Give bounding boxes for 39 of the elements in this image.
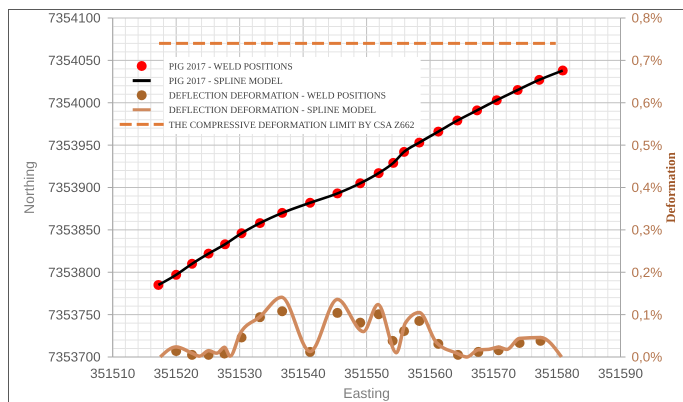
x-tick-label: 351580 bbox=[534, 366, 580, 381]
y2-tick-label: 0,5% bbox=[632, 138, 662, 153]
y-tick-label: 7353950 bbox=[48, 138, 101, 153]
y2-tick-label: 0,4% bbox=[632, 180, 662, 196]
y-tick-label: 7354000 bbox=[48, 95, 101, 110]
y-axis-title: Northing bbox=[21, 161, 37, 214]
y2-tick-label: 0,2% bbox=[632, 264, 662, 280]
x-tick-label: 351590 bbox=[598, 366, 644, 381]
point bbox=[332, 308, 342, 318]
x-tick-label: 351560 bbox=[408, 366, 453, 381]
y2-tick-label: 0,7% bbox=[632, 53, 662, 68]
line-series bbox=[158, 296, 564, 359]
x-tick-label: 351540 bbox=[280, 366, 326, 381]
legend-label: DEFLECTION DEFORMATION - SPLINE MODEL bbox=[168, 105, 376, 116]
x-tick-label: 351510 bbox=[90, 366, 136, 381]
y-tick-label: 7353750 bbox=[48, 307, 101, 322]
y-tick-label: 7354100 bbox=[48, 10, 101, 26]
x-tick-label: 351570 bbox=[471, 366, 516, 381]
x-axis-title: Easting bbox=[343, 385, 390, 401]
y2-axis-title: Deformation bbox=[663, 151, 678, 223]
y-tick-label: 7354050 bbox=[48, 53, 101, 68]
x-tick-label: 351530 bbox=[217, 366, 262, 381]
legend-label: THE COMPRESSIVE DEFORMATION LIMIT BY CSA Z662 bbox=[168, 120, 415, 131]
legend-label: PIG 2017 - SPLINE MODEL bbox=[168, 76, 283, 87]
legend-label: PIG 2017 - WELD POSITIONS bbox=[168, 61, 293, 72]
y-tick-label: 7353700 bbox=[48, 350, 101, 365]
y2-tick-label: 0,0% bbox=[632, 350, 662, 365]
point bbox=[277, 306, 288, 316]
y2-tick-label: 0,6% bbox=[632, 95, 662, 110]
y2-tick-label: 0,8% bbox=[632, 10, 662, 26]
point bbox=[414, 316, 424, 326]
y-tick-label: 7353900 bbox=[48, 180, 101, 196]
y2-tick-label: 0,1% bbox=[632, 307, 662, 322]
y2-tick-label: 0,3% bbox=[632, 222, 662, 238]
legend-label: DEFLECTION DEFORMATION - WELD POSITIONS bbox=[168, 90, 386, 102]
x-tick-label: 351520 bbox=[154, 366, 199, 381]
y-tick-label: 7353850 bbox=[48, 222, 101, 238]
y-tick-label: 7353800 bbox=[48, 264, 101, 280]
x-tick-label: 351550 bbox=[344, 366, 390, 381]
